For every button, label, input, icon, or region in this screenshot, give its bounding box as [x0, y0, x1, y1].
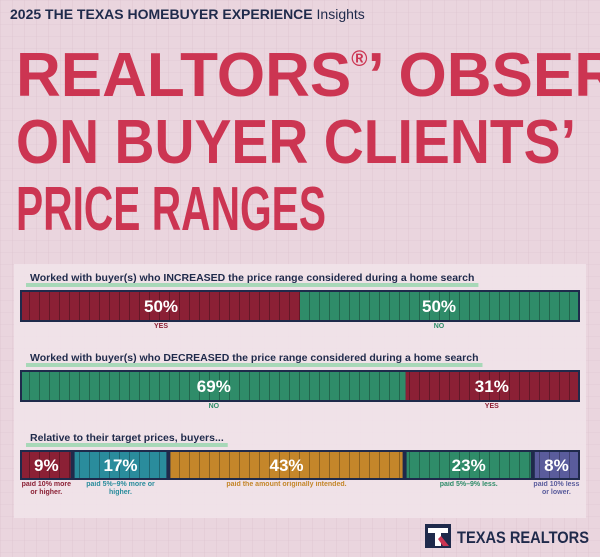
bar-stripes — [74, 452, 167, 478]
value-label: 31% — [475, 377, 509, 396]
value-label: 43% — [269, 456, 303, 475]
value-label: 69% — [197, 377, 231, 396]
value-label: 50% — [422, 297, 456, 316]
bar-stripes — [22, 452, 71, 478]
series-name-box: paid 5%–9% more or higher. — [86, 481, 155, 496]
bar-stripes — [300, 292, 578, 320]
series-name-box: paid 10% less or lower. — [533, 481, 580, 496]
series-name: YES — [153, 323, 168, 330]
title-highlight — [26, 443, 228, 447]
series-name-box: YES — [484, 403, 499, 410]
title-line: PRICE RANGES — [16, 175, 326, 244]
kicker: 2025 THE TEXAS HOMEBUYER EXPERIENCE — [10, 6, 313, 22]
series-name: NO — [433, 323, 445, 330]
bar-stripes — [22, 292, 300, 320]
series-name-box: paid 5%–9% less. — [439, 481, 498, 488]
registered-mark: ® — [351, 46, 367, 71]
value-label: 50% — [144, 297, 178, 316]
value-label: 23% — [452, 456, 486, 475]
series-name-box: NO — [208, 403, 220, 410]
series-name: NO — [208, 403, 220, 410]
series-name: paid 10% less or lower. — [533, 481, 580, 496]
chart-title: Worked with buyer(s) who DECREASED the p… — [30, 352, 478, 364]
series-name: paid 5%–9% less. — [439, 481, 498, 488]
series-name-box: YES — [153, 323, 168, 330]
title-part: REALTORS — [16, 41, 351, 110]
title-line: REALTORS®’ OBSERVATIONS — [16, 41, 600, 110]
series-name-box: paid 10% more or higher. — [21, 481, 71, 496]
chart-title: Relative to their target prices, buyers.… — [30, 432, 224, 444]
value-label: 9% — [34, 456, 59, 475]
bar-stripes — [170, 452, 403, 478]
title-part: ’ OBSERVATIONS — [368, 41, 600, 110]
value-label: 17% — [103, 456, 137, 475]
logo-text: TEXAS REALTORS — [457, 528, 589, 547]
series-name-box: NO — [433, 323, 445, 330]
chart-title: Worked with buyer(s) who INCREASED the p… — [30, 272, 474, 284]
kicker-suffix: Insights — [317, 6, 365, 22]
series-name: paid the amount originally intended. — [226, 481, 347, 488]
title: REALTORS®’ OBSERVATIONS ON BUYER CLIENTS… — [16, 41, 600, 244]
logo-icon — [428, 528, 448, 546]
series-name: YES — [484, 403, 499, 410]
bar-stripes — [405, 372, 578, 400]
charts: Worked with buyer(s) who INCREASED the p… — [20, 272, 580, 496]
title-line: ON BUYER CLIENTS’ — [16, 108, 576, 177]
value-label: 8% — [544, 456, 569, 475]
title-highlight — [26, 363, 483, 367]
title-highlight — [26, 283, 479, 287]
bar-stripes — [534, 452, 578, 478]
bar-stripes — [406, 452, 531, 478]
logo: TEXAS REALTORS — [425, 524, 589, 548]
series-name-box: paid the amount originally intended. — [226, 481, 347, 488]
header-kicker: 2025 THE TEXAS HOMEBUYER EXPERIENCE Insi… — [10, 6, 365, 22]
bar-stripes — [22, 372, 406, 400]
series-name: paid 10% more or higher. — [21, 481, 71, 496]
logo-icon — [438, 536, 449, 546]
series-name: paid 5%–9% more or higher. — [86, 481, 155, 496]
